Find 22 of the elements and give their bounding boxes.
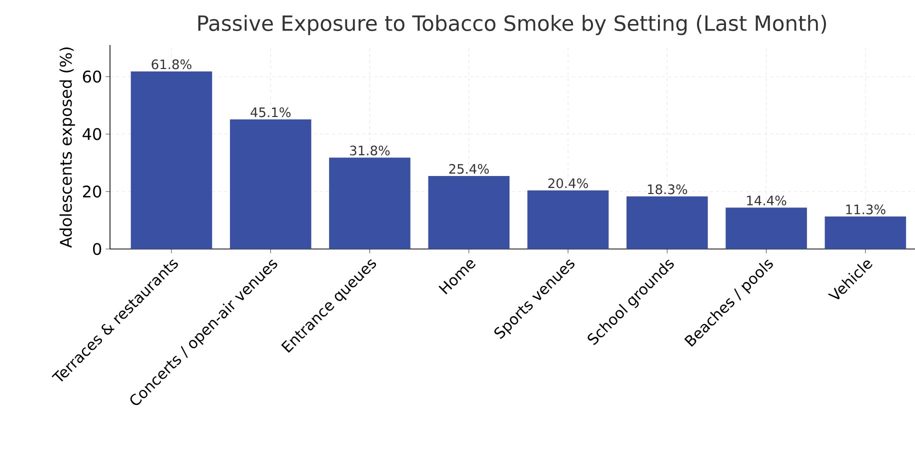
y-tick-label: 40: [82, 128, 102, 140]
y-tick-label: 60: [82, 70, 102, 83]
data-label: 20.4%: [548, 178, 588, 188]
chart-title: Passive Exposure to Tobacco Smoke by Setting (Last Month): [198, 14, 826, 36]
bar: [329, 158, 410, 249]
bar: [824, 216, 906, 249]
y-tick-label: 20: [83, 185, 102, 198]
data-label: 25.4%: [449, 164, 489, 174]
bar: [428, 176, 510, 249]
bar: [626, 196, 708, 249]
y-axis-title: Adolescents exposed (%): [59, 47, 75, 248]
data-label: 14.4%: [747, 196, 786, 206]
bar: [726, 208, 807, 249]
bar: [527, 190, 609, 249]
data-label: 18.3%: [648, 184, 688, 194]
bar: [130, 71, 212, 249]
data-label: 61.8%: [152, 59, 192, 70]
y-tick-label: 0: [93, 242, 102, 256]
data-label: 11.3%: [846, 204, 886, 214]
data-label: 31.8%: [350, 146, 390, 156]
data-label: 45.1%: [250, 107, 291, 118]
bar: [230, 119, 312, 249]
